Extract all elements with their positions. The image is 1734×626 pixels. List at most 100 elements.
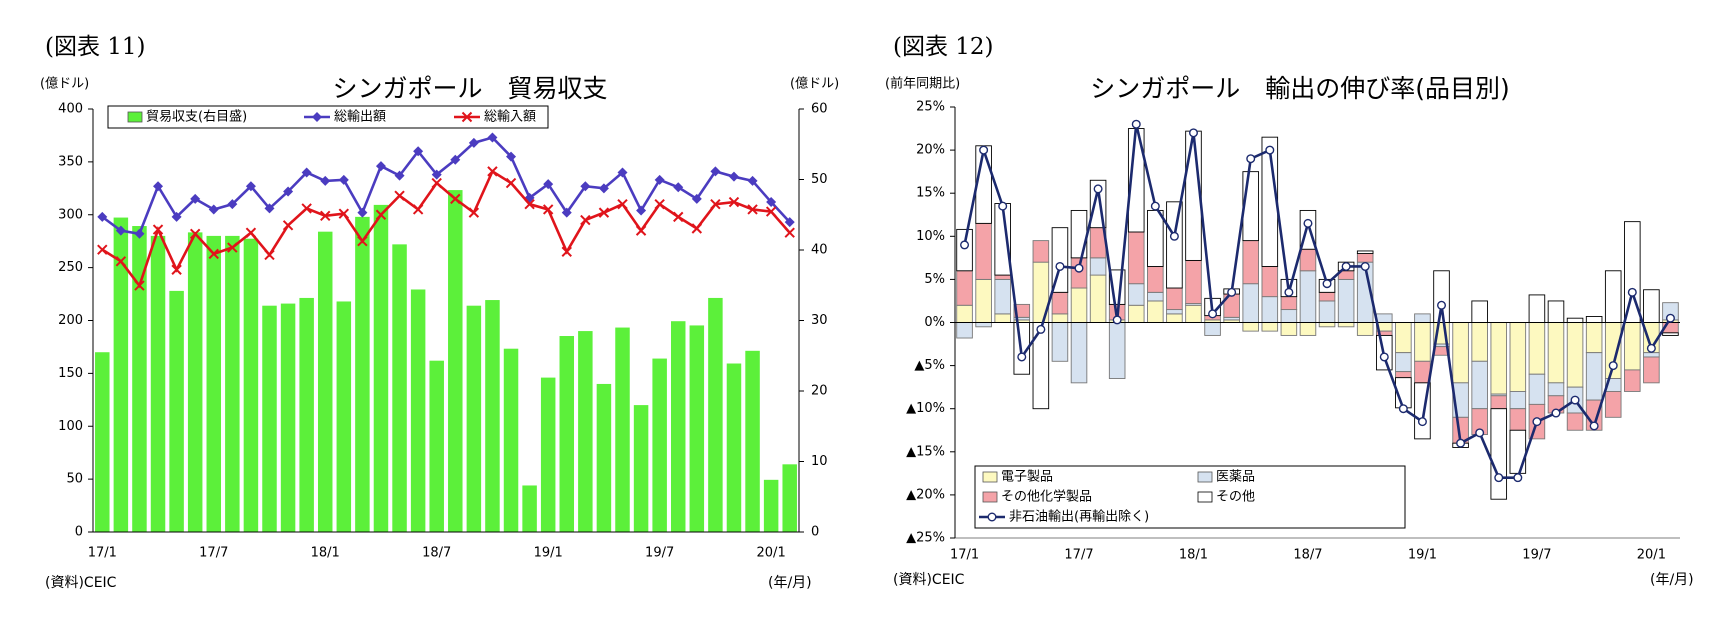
- bar: [1490, 395, 1508, 410]
- marker: [171, 211, 182, 222]
- bar: [1127, 304, 1145, 323]
- marker: [1322, 279, 1332, 289]
- x-tick-label: 18/1: [1179, 548, 1208, 563]
- bar: [429, 360, 444, 532]
- bar: [1356, 250, 1374, 254]
- bar: [1643, 356, 1660, 384]
- marker: [765, 206, 777, 217]
- marker: [450, 154, 461, 165]
- marker: [115, 225, 126, 236]
- bar: [1509, 429, 1527, 474]
- marker: [1265, 145, 1275, 155]
- bar: [763, 479, 779, 532]
- marker: [1646, 343, 1656, 353]
- marker: [190, 193, 201, 204]
- y2-tick-label: 0: [811, 525, 819, 540]
- y-tick-label: 5%: [924, 272, 945, 287]
- bar: [956, 304, 973, 323]
- marker: [747, 204, 758, 215]
- marker: [1036, 324, 1046, 334]
- marker: [97, 211, 108, 222]
- bar: [262, 305, 277, 532]
- marker: [580, 181, 591, 192]
- bar: [1299, 270, 1317, 323]
- legend-label: その他: [1216, 490, 1255, 505]
- bar: [1604, 270, 1622, 323]
- line: [101, 136, 791, 236]
- marker: [245, 227, 257, 238]
- bar: [1337, 278, 1355, 323]
- legend-label: その他化学製品: [1001, 489, 1092, 505]
- marker: [450, 193, 461, 205]
- marker: [636, 205, 647, 216]
- marker: [375, 209, 387, 220]
- bar: [633, 405, 649, 532]
- y-tick-label: 50: [66, 472, 83, 487]
- marker: [1112, 315, 1122, 325]
- marker: [487, 132, 498, 143]
- bar: [299, 297, 314, 532]
- marker: [245, 181, 256, 192]
- bar: [1147, 209, 1164, 267]
- bar: [113, 217, 129, 532]
- legend-label: 電子製品: [1001, 470, 1053, 485]
- bar: [1280, 296, 1298, 311]
- source: (資料)CEIC: [893, 572, 965, 588]
- marker: [97, 244, 108, 255]
- marker: [134, 280, 145, 291]
- marker: [784, 227, 795, 238]
- marker: [784, 217, 795, 228]
- bar: [1127, 231, 1145, 285]
- marker: [431, 169, 442, 180]
- y-tick-label: 25%: [916, 100, 945, 115]
- marker: [312, 112, 322, 122]
- marker: [1475, 428, 1485, 438]
- bar: [1147, 291, 1164, 302]
- y2-tick-label: 20: [811, 384, 828, 399]
- y-tick-label: ▲5%: [914, 358, 945, 373]
- marker: [1246, 154, 1256, 164]
- bar: [1242, 322, 1259, 332]
- bar: [1032, 240, 1050, 263]
- x-tick-label: 19/7: [1522, 548, 1551, 563]
- marker: [580, 214, 591, 226]
- bar: [726, 363, 742, 532]
- y-tick-label: 200: [58, 313, 83, 328]
- bar: [615, 327, 630, 532]
- bar: [578, 331, 593, 532]
- bar: [1643, 289, 1660, 323]
- marker: [1227, 287, 1237, 297]
- marker: [227, 199, 238, 210]
- bar: [1471, 360, 1488, 410]
- bar: [1585, 322, 1603, 354]
- marker: [710, 198, 721, 210]
- marker: [283, 186, 294, 197]
- bar: [1356, 253, 1374, 263]
- bar: [1395, 322, 1412, 354]
- marker: [338, 208, 350, 219]
- legend-swatch: [1197, 471, 1213, 483]
- legend-box: [974, 465, 1406, 529]
- marker: [1570, 395, 1580, 405]
- marker: [673, 182, 684, 193]
- y-tick-label: 20%: [916, 143, 945, 158]
- bar: [1242, 283, 1259, 323]
- marker: [1188, 128, 1198, 138]
- marker: [1608, 361, 1618, 371]
- y-tick-label: ▲25%: [906, 531, 945, 546]
- marker: [1150, 201, 1160, 211]
- bar: [1566, 317, 1584, 323]
- bar: [559, 336, 575, 532]
- marker: [394, 170, 405, 181]
- marker: [1017, 352, 1027, 362]
- bar: [150, 235, 166, 532]
- marker: [673, 211, 684, 223]
- bar: [956, 228, 973, 272]
- bar: [994, 274, 1011, 280]
- marker: [413, 146, 424, 157]
- bar: [410, 289, 426, 532]
- bar: [1585, 352, 1603, 401]
- x-tick-label: 18/1: [311, 546, 340, 561]
- bar: [1051, 313, 1069, 323]
